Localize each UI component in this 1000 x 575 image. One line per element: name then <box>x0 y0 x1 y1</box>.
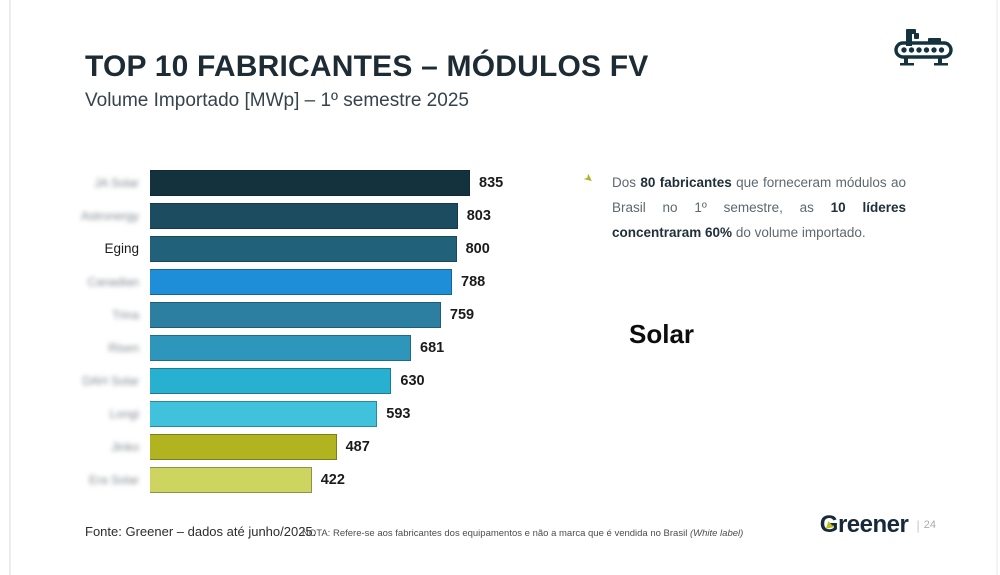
page-title: TOP 10 FABRICANTES – MÓDULOS FV <box>85 50 649 83</box>
bar-value-label: 593 <box>386 405 411 422</box>
slide-right-edge <box>996 0 998 575</box>
bar-category-label: Trina <box>112 307 139 322</box>
bar <box>150 433 337 460</box>
bar-category-label: Longi <box>109 406 139 421</box>
bar <box>150 301 441 328</box>
note-italic: (White label) <box>689 528 744 539</box>
bar <box>150 169 470 196</box>
bar-row: Jinko 487 <box>0 430 560 463</box>
bar <box>150 202 458 229</box>
bar <box>150 400 378 427</box>
bar-row: Longi 593 <box>0 397 560 430</box>
note-main: NOTA: Refere-se aos fabricantes dos equi… <box>302 528 690 539</box>
bar-category-label: Risen <box>108 340 139 355</box>
bar-value-label: 803 <box>466 207 491 224</box>
bar-category-label: DAH Solar <box>82 373 139 388</box>
page-number: | 24 <box>916 517 936 533</box>
bar-chart: JA Solar 835 Astronergy 803 Eging 800 Canadian… <box>0 166 560 496</box>
source-text: Fonte: Greener – dados até junho/2025. <box>85 524 317 539</box>
brand-name: Greener <box>819 511 909 538</box>
watermark-solar-text: Solar <box>629 319 695 349</box>
bar-value-label: 788 <box>461 273 486 290</box>
bar-category-label: Eging <box>104 241 139 256</box>
bar <box>150 235 457 262</box>
note-text: NOTA: Refere-se aos fabricantes dos equi… <box>302 528 743 539</box>
bar-category-label: JA Solar <box>94 175 139 190</box>
annotation-block: ➤ Dos 80 fabricantes que forneceram módu… <box>580 170 906 245</box>
bar-category-label: Era Solar <box>88 472 139 487</box>
bar-value-label: 630 <box>400 372 425 389</box>
bar-category-label: Jinko <box>110 439 139 454</box>
bar-value-label: 759 <box>449 306 475 323</box>
bar-row: JA Solar 835 <box>0 166 560 199</box>
bar-row: Risen 681 <box>0 331 560 364</box>
divider-icon: | <box>916 517 920 533</box>
page-subtitle: Volume Importado [MWp] – 1º semestre 202… <box>85 90 469 111</box>
bar-value-label: 422 <box>320 471 345 488</box>
factory-conveyor-icon <box>891 24 959 68</box>
bar-value-label: 835 <box>479 174 504 191</box>
bar <box>150 466 312 493</box>
slide-left-edge <box>9 0 11 575</box>
bar-category-label: Astronergy <box>80 208 139 223</box>
bar-row: Canadian 788 <box>0 265 560 298</box>
bar-row: Eging 800 <box>0 232 560 265</box>
bar-value-label: 487 <box>345 438 370 455</box>
bar <box>150 268 452 295</box>
bar-category-label: Canadian <box>87 274 139 289</box>
bar-row: Trina 759 <box>0 298 560 331</box>
arrow-bullet-icon: ➤ <box>580 171 596 187</box>
annotation-text: Dos 80 fabricantes que forneceram módulo… <box>612 175 906 240</box>
bar-row: DAH Solar 630 <box>0 364 560 397</box>
bar <box>150 367 392 394</box>
greener-logo: Greener | 24 <box>820 511 936 539</box>
bar <box>150 334 411 361</box>
bar-value-label: 681 <box>420 339 445 356</box>
bar-value-label: 800 <box>465 240 490 257</box>
bar-row: Era Solar 422 <box>0 463 560 496</box>
bar-row: Astronergy 803 <box>0 199 560 232</box>
